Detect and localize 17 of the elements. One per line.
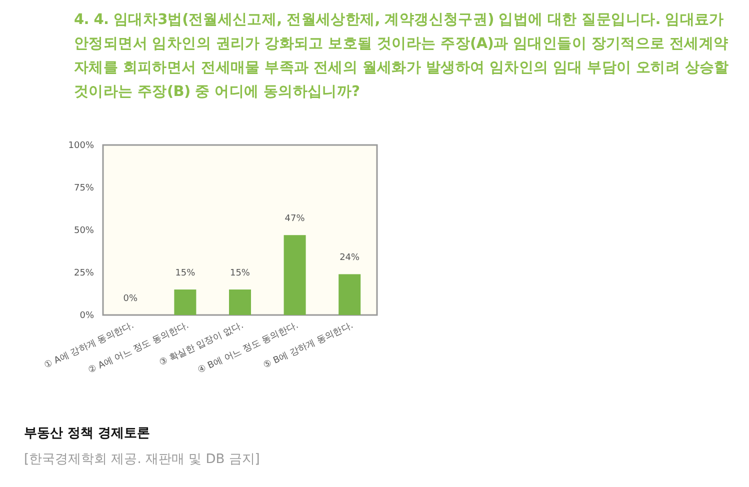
data-label: 15% bbox=[175, 268, 196, 278]
text: [한국경제학회 제공. 재판매 및 DB 금지] bbox=[24, 451, 260, 468]
data-label: 0% bbox=[123, 294, 138, 304]
data-label: 15% bbox=[230, 268, 250, 278]
bar bbox=[229, 290, 251, 315]
bar bbox=[338, 274, 361, 315]
chart-title: 4. 4. 임대차3법(전월세신고제, 전월세상한제, 계약갱신청구권) 입법에 대한 질문입니다. 임대료가 안정되면서 임차인의 권리가 강화되고 보호될 것이라는 주장(A)과 임대인들이 장기적으로 전세계약 자체를 회피하면서 전세매물 부족과 전세의 월세화가 발생하여 임차인의 임대 부담이 오히려 상승할 것이라는 주장(B) 중 어디에 동의하십니까? bbox=[74, 11, 730, 102]
y-tick-label: 50% bbox=[74, 226, 94, 236]
y-tick-label: 100% bbox=[68, 141, 94, 151]
y-tick-label: 25% bbox=[74, 268, 94, 278]
bar bbox=[174, 290, 196, 315]
data-label: 47% bbox=[284, 214, 306, 224]
y-tick-label: 0% bbox=[80, 311, 94, 321]
y-tick-label: 75% bbox=[74, 184, 94, 194]
text: 부동산 정책 경제토론 bbox=[24, 425, 150, 442]
bar bbox=[284, 235, 306, 315]
data-label: 24% bbox=[340, 253, 360, 264]
